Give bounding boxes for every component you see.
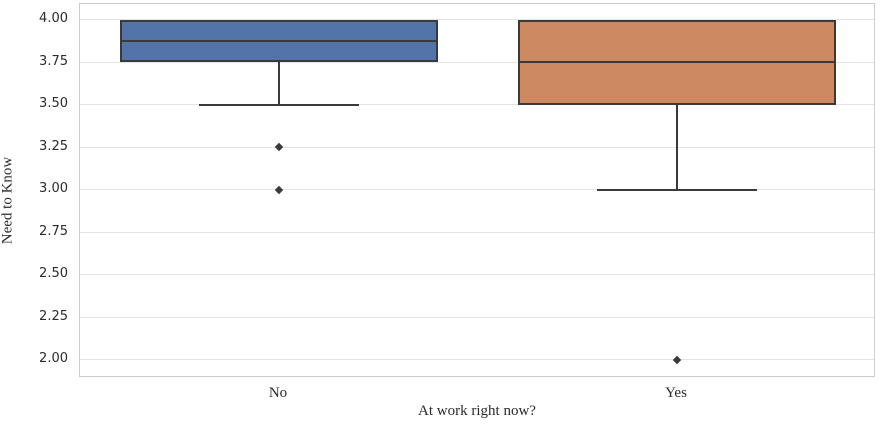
gridline (80, 61, 874, 63)
outlier-point (274, 143, 284, 152)
y-tick-label: 3.00 (39, 181, 68, 197)
gridline (80, 104, 874, 106)
lower-whisker-cap (199, 103, 359, 106)
x-tick-label-no: No (268, 385, 288, 401)
x-axis-label: At work right now? (418, 403, 536, 419)
gridline (80, 359, 874, 361)
y-tick-label: 2.00 (39, 351, 68, 367)
lower-whisker (676, 104, 678, 190)
gridline (80, 316, 874, 318)
lower-whisker-cap (597, 188, 757, 191)
y-tick-label: 3.25 (39, 138, 68, 154)
y-tick-label: 2.25 (39, 308, 68, 324)
y-tick-label: 2.50 (39, 266, 68, 282)
lower-whisker (278, 62, 280, 105)
x-tick-label-yes: Yes (665, 385, 687, 401)
y-tick-label: 2.75 (39, 223, 68, 239)
y-axis-label: Need to Know (0, 156, 16, 245)
gridline (80, 19, 874, 21)
gridline (80, 274, 874, 276)
gridline (80, 146, 874, 148)
y-tick-label: 4.00 (39, 11, 68, 27)
y-tick-label: 3.50 (39, 96, 68, 112)
y-tick-label: 3.75 (39, 53, 68, 69)
gridline (80, 231, 874, 233)
outlier-point (274, 185, 284, 195)
median-line (119, 40, 439, 43)
median-line (517, 61, 837, 64)
gridline (80, 189, 874, 191)
outlier-point (672, 355, 682, 365)
plot-area (79, 3, 875, 377)
